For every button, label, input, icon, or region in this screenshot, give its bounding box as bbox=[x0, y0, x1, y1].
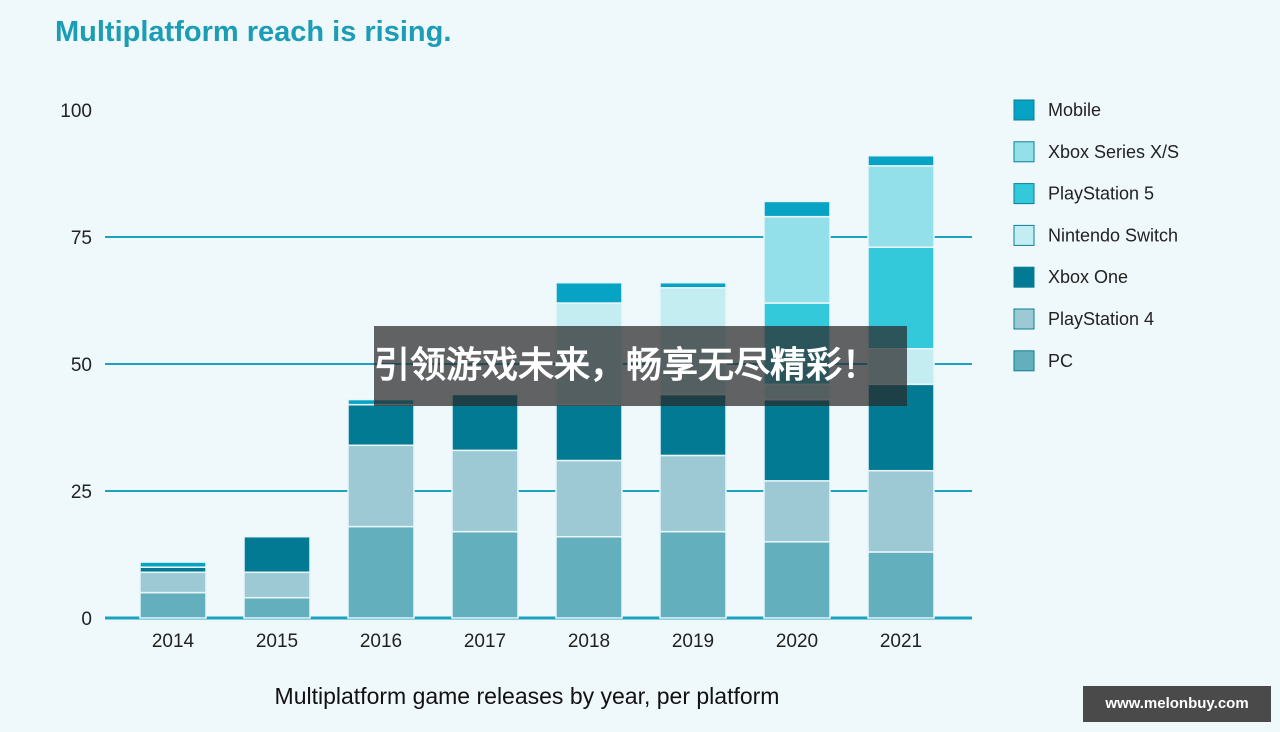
legend-label: Xbox Series X/S bbox=[1048, 142, 1179, 162]
legend-swatch bbox=[1013, 350, 1035, 372]
legend-swatch bbox=[1013, 183, 1035, 205]
legend-label: Mobile bbox=[1048, 100, 1101, 120]
x-tick-label: 2018 bbox=[568, 631, 610, 652]
legend-label: PC bbox=[1048, 351, 1073, 371]
bar-segment bbox=[347, 403, 415, 447]
legend-swatch bbox=[1013, 99, 1035, 121]
y-tick-label: 100 bbox=[60, 101, 92, 122]
x-tick-label: 2015 bbox=[256, 631, 298, 652]
legend-swatch bbox=[1013, 141, 1035, 163]
y-tick-label: 50 bbox=[71, 355, 92, 376]
x-tick-label: 2020 bbox=[776, 631, 818, 652]
legend-label: Nintendo Switch bbox=[1048, 225, 1178, 245]
x-tick-label: 2021 bbox=[880, 631, 922, 652]
legend-swatch bbox=[1013, 224, 1035, 246]
bar-segment bbox=[867, 551, 935, 619]
bar-segment bbox=[763, 398, 831, 482]
bar-segment bbox=[555, 459, 623, 538]
x-axis-label: Multiplatform game releases by year, per… bbox=[275, 683, 780, 709]
bar-segment bbox=[763, 215, 831, 304]
bar-segment bbox=[763, 541, 831, 619]
chart-title: Multiplatform reach is rising. bbox=[55, 16, 452, 48]
legend-label: PlayStation 5 bbox=[1048, 184, 1154, 204]
x-tick-label: 2019 bbox=[672, 631, 714, 652]
bar-segment bbox=[451, 449, 519, 533]
legend-label: PlayStation 4 bbox=[1048, 309, 1154, 329]
bar-segment bbox=[139, 566, 207, 574]
bar-segment bbox=[659, 281, 727, 289]
bar-segment bbox=[139, 591, 207, 619]
legend-label: Xbox One bbox=[1048, 267, 1128, 287]
y-tick-label: 75 bbox=[71, 228, 92, 249]
bar-segment bbox=[139, 561, 207, 568]
bar-segment bbox=[243, 571, 311, 599]
overlay-banner: 引领游戏未来，畅享无尽精彩！ bbox=[374, 326, 907, 406]
bar-segment bbox=[763, 480, 831, 543]
x-tick-label: 2016 bbox=[360, 631, 402, 652]
bar-segment bbox=[659, 530, 727, 619]
bar-segment bbox=[555, 535, 623, 619]
x-tick-label: 2014 bbox=[152, 631, 195, 652]
bar-segment bbox=[243, 535, 311, 574]
y-tick-label: 25 bbox=[71, 482, 92, 503]
legend-swatch bbox=[1013, 266, 1035, 288]
x-tick-label: 2017 bbox=[464, 631, 506, 652]
legend-swatch bbox=[1013, 308, 1035, 330]
bar-segment bbox=[763, 200, 831, 218]
y-tick-label: 0 bbox=[81, 609, 92, 630]
bar-segment bbox=[347, 525, 415, 619]
bar-segment bbox=[555, 281, 623, 304]
bar-segment bbox=[867, 154, 935, 167]
bar-segment bbox=[243, 596, 311, 619]
bar-segment bbox=[347, 444, 415, 528]
bar-segment bbox=[139, 571, 207, 594]
bar-segment bbox=[867, 165, 935, 248]
watermark: www.melonbuy.com bbox=[1083, 686, 1271, 722]
bar-segment bbox=[555, 403, 623, 462]
bar-segment bbox=[659, 454, 727, 533]
bar-segment bbox=[451, 530, 519, 619]
bar-segment bbox=[867, 469, 935, 553]
